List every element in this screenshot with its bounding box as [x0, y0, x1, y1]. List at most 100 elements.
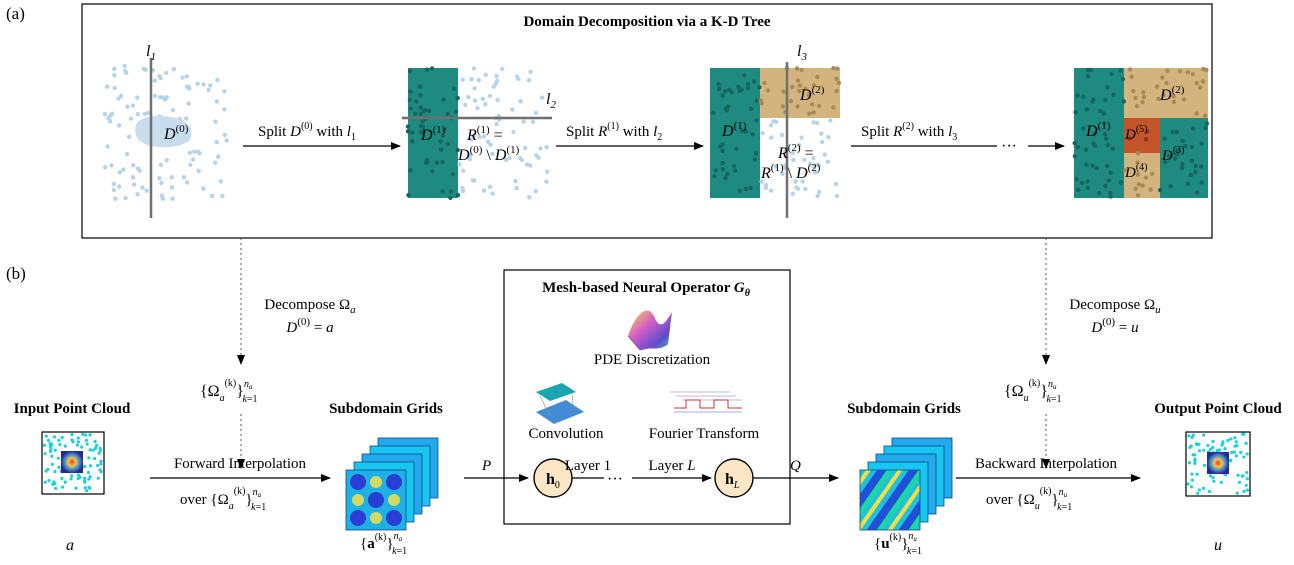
point: [422, 108, 427, 113]
point: [430, 169, 435, 174]
subdomain-title-left: Subdomain Grids: [329, 401, 443, 417]
point: [420, 119, 425, 124]
point: [1133, 186, 1138, 191]
point: [159, 180, 164, 186]
point: [1102, 132, 1108, 137]
point: [1229, 437, 1233, 441]
point: [131, 163, 136, 168]
output-point-cloud: [1185, 431, 1251, 497]
point: [440, 133, 446, 138]
point: [1104, 163, 1110, 169]
point: [192, 149, 197, 154]
point: [538, 146, 543, 151]
u-set-label: {u(k)}nu k=1: [874, 531, 922, 557]
label-d1-stage3: D(1): [721, 120, 747, 140]
point: [1167, 153, 1172, 158]
point: [1218, 448, 1222, 452]
point: [1154, 84, 1160, 89]
point: [794, 66, 800, 71]
point: [196, 149, 201, 154]
point: [1111, 92, 1116, 97]
region-d2-final: [1124, 68, 1208, 118]
point: [1179, 165, 1185, 170]
decompose-u-line2: D(0) = u: [1090, 316, 1138, 336]
point: [1110, 146, 1116, 151]
point: [1195, 472, 1199, 476]
point: [1133, 95, 1138, 101]
point: [125, 151, 130, 157]
panel-a-frame: [81, 3, 1213, 239]
point: [1136, 182, 1142, 187]
point: [1190, 478, 1195, 482]
node-h0-label: h0: [546, 471, 560, 491]
point: [475, 106, 480, 111]
point: [406, 193, 411, 198]
point: [186, 101, 191, 106]
point: [1215, 449, 1219, 453]
label-d2-stage3: D(2): [799, 84, 825, 104]
point: [445, 141, 450, 147]
point: [743, 186, 748, 192]
point: [83, 486, 87, 490]
point: [1081, 126, 1086, 131]
point: [1221, 440, 1225, 444]
point: [445, 111, 450, 117]
point: [50, 462, 55, 466]
point: [185, 180, 190, 185]
point: [1186, 482, 1190, 486]
point: [1143, 175, 1149, 180]
point: [1103, 97, 1108, 103]
point: [413, 111, 418, 116]
grid-blob: [370, 512, 382, 524]
grid-blob: [386, 474, 402, 490]
point: [759, 179, 764, 184]
point: [1185, 69, 1191, 75]
point: [528, 69, 533, 75]
point: [117, 123, 122, 128]
point: [123, 195, 128, 201]
point: [49, 445, 53, 449]
point: [1175, 148, 1180, 153]
point: [1201, 486, 1206, 490]
point: [99, 459, 103, 463]
point: [469, 77, 474, 82]
backward-over-label: over {Ωu(k)}nu k=1: [986, 486, 1072, 513]
point: [1118, 68, 1123, 73]
point: [1177, 69, 1183, 74]
point: [1183, 143, 1188, 149]
label-r2: R(2) =: [777, 142, 814, 162]
point: [811, 110, 816, 115]
point: [87, 485, 91, 489]
point: [105, 144, 110, 149]
point: [152, 93, 158, 99]
point: [419, 124, 424, 129]
point: [795, 186, 801, 191]
point: [160, 196, 165, 201]
point: [788, 98, 794, 104]
point: [815, 74, 820, 80]
point: [1197, 488, 1201, 492]
point: [57, 465, 61, 469]
point: [1208, 474, 1212, 478]
point: [745, 86, 751, 91]
point: [807, 111, 812, 116]
point: [1233, 444, 1237, 448]
point: [407, 97, 413, 103]
point: [1075, 145, 1080, 150]
point: [1195, 190, 1200, 195]
point: [70, 474, 74, 478]
point: [88, 475, 92, 479]
point: [213, 160, 218, 165]
point: [112, 66, 117, 72]
point: [408, 168, 413, 173]
point: [83, 476, 87, 480]
point: [196, 168, 201, 173]
point: [46, 438, 51, 442]
input-point-cloud: [41, 431, 105, 495]
point: [1140, 99, 1145, 105]
point: [494, 74, 499, 79]
region-d5-final: [1124, 118, 1160, 153]
node-hl-label: hL: [725, 471, 740, 491]
point: [1219, 480, 1223, 484]
point: [1197, 449, 1202, 453]
